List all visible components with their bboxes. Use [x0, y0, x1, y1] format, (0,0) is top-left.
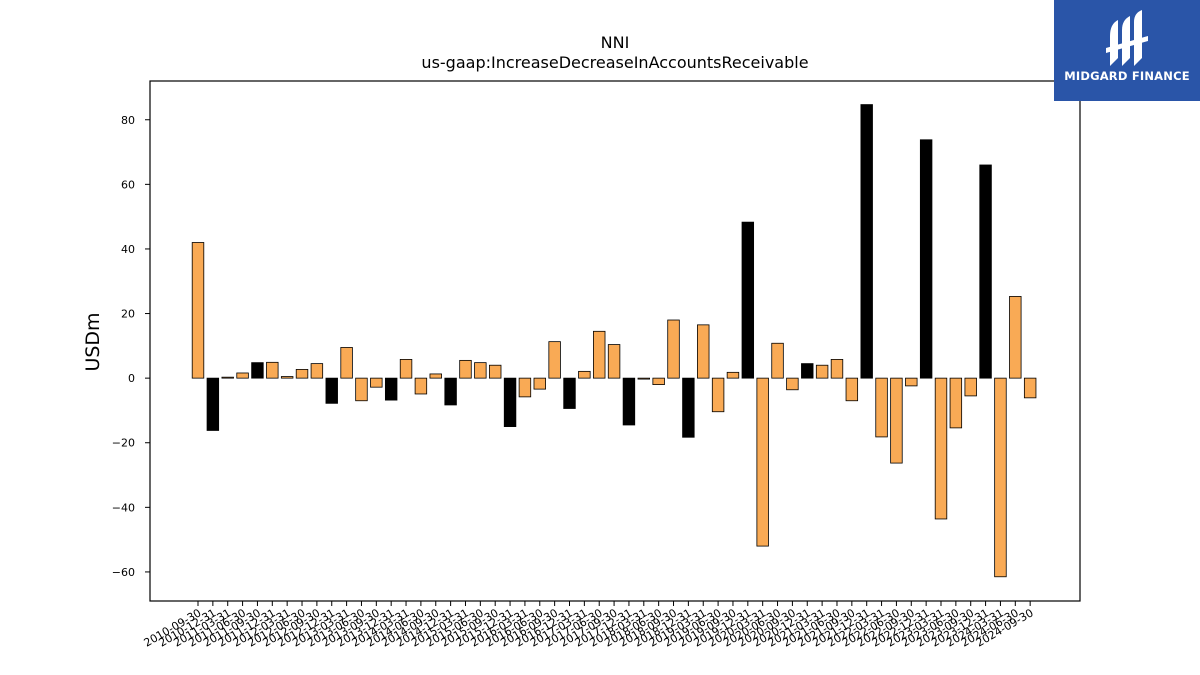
bar-2011-09-30	[251, 362, 264, 379]
bar-2022-12-31	[919, 139, 933, 379]
bar-2020-03-31	[756, 377, 769, 547]
bar-2014-12-31	[444, 377, 457, 406]
bar-2016-06-30	[533, 377, 546, 390]
y-axis: −60 −40 −20 0 20 40 60 80	[112, 114, 150, 579]
bar-2016-12-31	[563, 377, 576, 409]
y-tick-label: −20	[112, 437, 135, 450]
midgard-logo-icon	[1106, 10, 1148, 66]
bar-2013-12-31	[384, 377, 398, 401]
logo-wordmark: MIDGARD FINANCE	[1064, 69, 1190, 83]
chart-title: NNI	[601, 33, 630, 52]
bar-group	[191, 104, 1037, 578]
bar-2020-12-31	[801, 363, 814, 379]
bar-2013-09-30	[370, 377, 383, 388]
bar-2012-12-31	[325, 377, 338, 404]
x-axis: 2010-09-302010-12-312011-03-312011-06-30…	[142, 601, 1036, 650]
y-tick-label: −40	[112, 501, 135, 514]
y-tick-label: 40	[121, 243, 135, 256]
bar-2017-12-31	[622, 377, 636, 426]
bar-2019-12-31	[741, 221, 755, 379]
midgard-finance-logo: MIDGARD FINANCE	[1054, 0, 1200, 101]
bar-2010-09-30	[191, 242, 205, 379]
y-tick-label: 0	[128, 372, 135, 385]
bar-2021-06-30	[830, 359, 844, 379]
bar-2021-12-31	[860, 104, 873, 379]
bar-2018-06-30	[652, 377, 665, 386]
bar-2011-12-31	[266, 361, 279, 379]
bar-2016-03-31	[518, 377, 532, 398]
plot-frame	[149, 80, 1081, 602]
bar-2018-09-30	[667, 319, 680, 379]
bar-2015-06-30	[474, 362, 487, 379]
bar-2019-09-30	[726, 371, 740, 379]
bar-2011-03-31	[221, 376, 234, 379]
bar-2021-09-30	[845, 377, 859, 402]
bar-2012-03-31	[280, 376, 294, 379]
bar-2014-06-30	[414, 377, 428, 395]
bar-2020-06-30	[771, 342, 784, 379]
bar-2015-12-31	[503, 377, 517, 427]
bar-2016-09-30	[548, 341, 561, 379]
bar-2020-09-30	[786, 377, 799, 391]
bar-2023-09-30	[964, 377, 977, 397]
bar-2024-03-31	[994, 377, 1007, 578]
bar-2018-03-31	[637, 377, 651, 380]
bar-2022-03-31	[875, 377, 888, 438]
bar-2023-12-31	[979, 164, 992, 379]
bar-2010-12-31	[206, 377, 220, 431]
bar-2013-06-30	[355, 377, 368, 402]
y-tick-label: 60	[121, 178, 135, 191]
bar-2015-09-30	[488, 364, 502, 379]
bar-2012-09-30	[310, 363, 324, 379]
bar-2015-03-31	[459, 359, 472, 379]
bar-2024-06-30	[1009, 296, 1022, 379]
chart-subtitle: us-gaap:IncreaseDecreaseInAccountsReceiv…	[421, 53, 808, 72]
bar-2021-03-31	[815, 364, 829, 379]
bar-2013-03-31	[340, 347, 353, 379]
bar-2022-06-30	[890, 377, 903, 464]
bar-2019-03-31	[697, 324, 710, 379]
bar-2018-12-31	[682, 377, 695, 438]
bar-2022-09-30	[905, 377, 918, 387]
bar-2017-09-30	[607, 344, 621, 379]
bar-2023-06-30	[949, 377, 963, 429]
bar-2017-03-31	[578, 370, 591, 379]
y-tick-label: 80	[121, 114, 135, 127]
bar-2011-06-30	[236, 372, 249, 379]
y-tick-label: −60	[112, 566, 135, 579]
y-tick-label: 20	[121, 308, 135, 321]
bar-2017-06-30	[593, 330, 606, 379]
bar-2019-06-30	[711, 377, 725, 413]
y-axis-label: USDm	[82, 312, 104, 371]
bar-2014-09-30	[429, 373, 442, 379]
bar-2023-03-31	[934, 377, 948, 520]
bar-2024-09-30	[1023, 377, 1037, 399]
bar-2012-06-30	[295, 369, 309, 379]
bar-2014-03-31	[399, 359, 413, 379]
